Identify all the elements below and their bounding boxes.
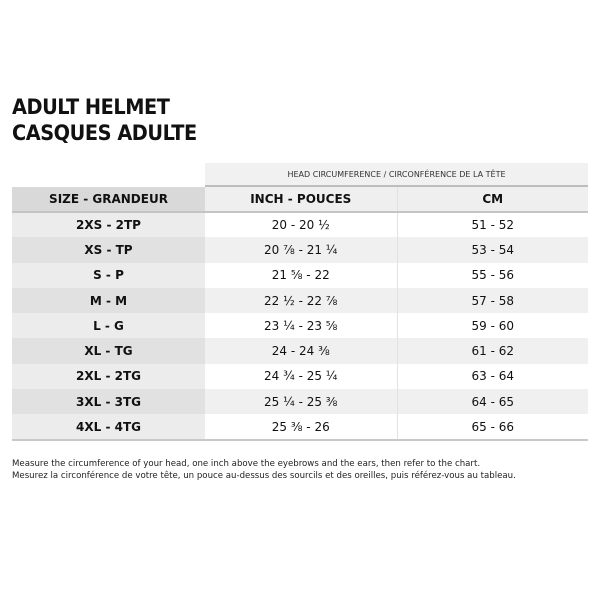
- footnote-french: Mesurez la circonférence de votre tête, …: [12, 471, 516, 481]
- column-header-cm: CM: [396, 187, 588, 213]
- size-cell: L - G: [12, 313, 205, 339]
- size-cell: S - P: [12, 262, 205, 288]
- size-cell: 4XL - 4TG: [12, 414, 205, 441]
- table-row: XS - TP 20 ⅞ - 21 ¼ 53 - 54: [12, 237, 588, 263]
- cm-cell: 57 - 58: [396, 287, 588, 314]
- size-cell: M - M: [12, 287, 205, 314]
- table-row: 3XL - 3TG 25 ¼ - 25 ⅜ 64 - 65: [12, 389, 588, 415]
- size-chart-table: SIZE - GRANDEUR INCH - POUCES CM 2XS - 2…: [12, 187, 588, 441]
- size-cell: XL - TG: [12, 338, 205, 364]
- cm-cell: 63 - 64: [396, 363, 588, 390]
- column-header-inch: INCH - POUCES: [205, 187, 397, 213]
- size-cell: 3XL - 3TG: [12, 389, 205, 415]
- inch-cell: 24 - 24 ⅜: [205, 338, 397, 364]
- inch-cell: 20 - 20 ½: [205, 212, 397, 238]
- page-title: ADULT HELMET CASQUES ADULTE: [12, 94, 213, 146]
- table-row: 2XL - 2TG 24 ¾ - 25 ¼ 63 - 64: [12, 363, 588, 390]
- cm-cell: 64 - 65: [396, 389, 588, 415]
- table-row: S - P 21 ⅝ - 22 55 - 56: [12, 262, 588, 288]
- table-header-row: SIZE - GRANDEUR INCH - POUCES CM: [12, 187, 588, 213]
- table-row: L - G 23 ¼ - 23 ⅝ 59 - 60: [12, 313, 588, 339]
- size-cell: XS - TP: [12, 237, 205, 263]
- title-french: CASQUES ADULTE: [12, 121, 197, 145]
- inch-cell: 22 ½ - 22 ⅞: [205, 287, 397, 314]
- inch-cell: 24 ¾ - 25 ¼: [205, 363, 397, 390]
- cm-cell: 61 - 62: [396, 338, 588, 364]
- title-english: ADULT HELMET: [12, 95, 170, 119]
- footnote: Measure the circumference of your head, …: [12, 458, 516, 482]
- cm-cell: 53 - 54: [396, 237, 588, 263]
- cm-cell: 55 - 56: [396, 262, 588, 288]
- table-row: 2XS - 2TP 20 - 20 ½ 51 - 52: [12, 212, 588, 238]
- head-circumference-group-header: HEAD CIRCUMFERENCE / CIRCONFÉRENCE DE LA…: [205, 163, 588, 187]
- inch-cell: 25 ¼ - 25 ⅜: [205, 389, 397, 415]
- inch-cell: 25 ⅜ - 26: [205, 414, 397, 441]
- cm-cell: 59 - 60: [396, 313, 588, 339]
- table-row: XL - TG 24 - 24 ⅜ 61 - 62: [12, 338, 588, 364]
- footnote-english: Measure the circumference of your head, …: [12, 459, 481, 469]
- size-cell: 2XS - 2TP: [12, 212, 205, 238]
- column-header-size: SIZE - GRANDEUR: [12, 187, 205, 213]
- inch-cell: 21 ⅝ - 22: [205, 262, 397, 288]
- table-row: 4XL - 4TG 25 ⅜ - 26 65 - 66: [12, 414, 588, 441]
- size-cell: 2XL - 2TG: [12, 363, 205, 390]
- cm-cell: 65 - 66: [396, 414, 588, 441]
- table-row: M - M 22 ½ - 22 ⅞ 57 - 58: [12, 287, 588, 314]
- inch-cell: 20 ⅞ - 21 ¼: [205, 237, 397, 263]
- cm-cell: 51 - 52: [396, 212, 588, 238]
- inch-cell: 23 ¼ - 23 ⅝: [205, 313, 397, 339]
